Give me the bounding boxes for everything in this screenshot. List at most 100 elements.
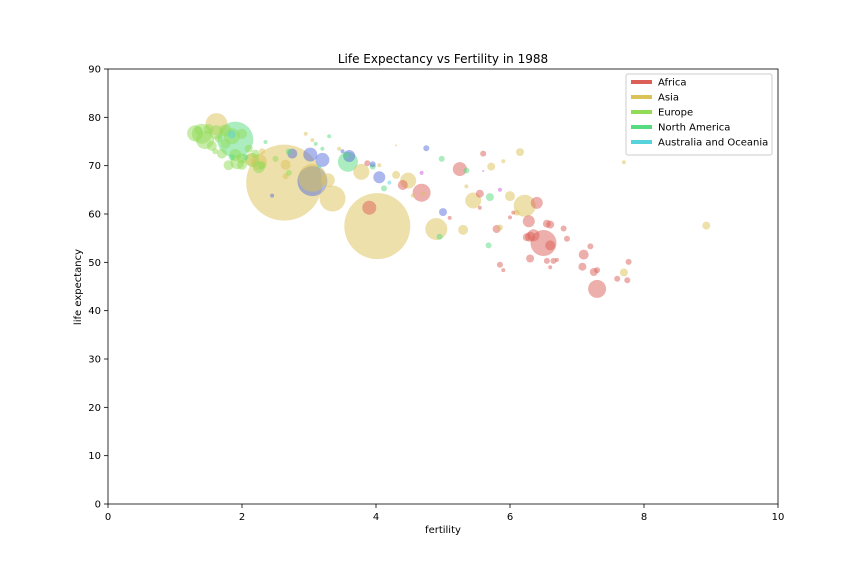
legend-label: North America xyxy=(658,123,730,134)
x-axis-label: fertility xyxy=(425,525,461,536)
scatter-point xyxy=(315,152,330,167)
scatter-point xyxy=(420,191,425,196)
scatter-point xyxy=(438,155,445,162)
scatter-point xyxy=(228,154,235,161)
scatter-point xyxy=(546,220,555,229)
scatter-point xyxy=(545,240,556,251)
scatter-point xyxy=(320,173,335,188)
x-axis: 0 2 4 6 8 10 xyxy=(105,504,785,523)
scatter-point xyxy=(436,233,443,240)
scatter-point xyxy=(475,189,484,198)
scatter-point xyxy=(464,184,469,189)
scatter-point xyxy=(463,167,470,174)
scatter-point xyxy=(624,277,631,284)
x-tick-label: 0 xyxy=(105,512,111,523)
y-tick-label: 90 xyxy=(88,65,101,76)
x-tick-label: 4 xyxy=(373,512,379,523)
scatter-point xyxy=(237,128,247,139)
scatter-point xyxy=(214,134,223,143)
scatter-point xyxy=(194,126,203,135)
scatter-point xyxy=(353,163,370,180)
scatter-point xyxy=(220,138,231,149)
scatter-point xyxy=(522,215,535,228)
chart-title: Life Expectancy vs Fertility in 1988 xyxy=(338,52,548,66)
scatter-point xyxy=(392,170,401,179)
scatter-point xyxy=(496,261,503,268)
scatter-point xyxy=(216,148,227,159)
scatter-point xyxy=(447,215,452,220)
scatter-point xyxy=(258,161,267,170)
scatter-point xyxy=(619,268,628,277)
scatter-point xyxy=(317,164,322,169)
scatter-point xyxy=(425,218,448,240)
scatter-point xyxy=(588,279,607,298)
scatter-point xyxy=(364,160,371,167)
x-tick-label: 2 xyxy=(239,512,245,523)
x-tick-label: 10 xyxy=(772,512,785,523)
legend-box xyxy=(625,73,773,156)
scatter-point xyxy=(485,242,492,249)
scatter-point xyxy=(272,155,279,162)
scatter-point xyxy=(496,224,503,231)
y-tick-label: 10 xyxy=(88,451,101,462)
scatter-point xyxy=(485,193,494,202)
scatter-point xyxy=(397,180,408,190)
scatter-point xyxy=(554,257,559,262)
scatter-point xyxy=(327,134,332,139)
scatter-point xyxy=(501,159,506,164)
scatter-point xyxy=(477,205,482,210)
y-tick-label: 80 xyxy=(88,113,101,124)
scatter-point xyxy=(313,141,318,146)
legend: Africa Asia Europe North America Australia a… xyxy=(625,73,773,156)
scatter-point xyxy=(377,163,382,168)
scatter-point xyxy=(387,180,392,185)
scatter-point xyxy=(344,193,411,260)
scatter-point xyxy=(298,163,327,192)
scatter-point xyxy=(578,249,589,260)
scatter-point xyxy=(497,187,502,192)
y-axis: 0 10 20 30 40 50 60 70 80 90 xyxy=(88,65,108,511)
scatter-point xyxy=(381,185,387,192)
scatter-point xyxy=(511,210,516,215)
scatter-point xyxy=(480,150,487,157)
scatter-point xyxy=(320,146,325,151)
scatter-point xyxy=(395,144,398,147)
scatter-point xyxy=(458,224,469,235)
scatter-point xyxy=(419,170,424,175)
scatter-point xyxy=(362,200,377,215)
scatter-point xyxy=(452,162,467,177)
scatter-point xyxy=(526,254,535,263)
scatter-point xyxy=(263,140,268,144)
scatter-point xyxy=(270,193,275,198)
scatter-point xyxy=(373,171,386,184)
plot-frame xyxy=(107,68,779,505)
scatter-point xyxy=(410,193,415,198)
scatter-point xyxy=(594,267,601,274)
y-tick-label: 60 xyxy=(88,210,101,221)
scatter-point xyxy=(303,131,308,136)
legend-label: Europe xyxy=(658,108,693,119)
scatter-point xyxy=(614,275,621,282)
scatter-point xyxy=(237,159,247,170)
scatter-point xyxy=(516,148,524,157)
y-axis-label: life expectancy xyxy=(73,249,84,325)
scatter-point xyxy=(310,138,315,143)
scatter-point xyxy=(251,149,260,158)
scatter-point xyxy=(280,159,291,170)
scatter-point xyxy=(227,130,236,139)
points-layer xyxy=(187,113,711,298)
y-tick-label: 50 xyxy=(88,258,101,269)
scatter-point xyxy=(303,147,318,162)
scatter-point xyxy=(337,146,342,151)
scatter-point xyxy=(203,123,214,134)
scatter-point xyxy=(625,258,632,265)
legend-label: Africa xyxy=(658,78,687,89)
scatter-point xyxy=(560,225,567,232)
y-tick-label: 20 xyxy=(88,403,101,414)
scatter-point xyxy=(508,215,512,220)
x-tick-label: 6 xyxy=(507,512,513,523)
scatter-point xyxy=(543,257,550,264)
scatter-point xyxy=(702,221,711,230)
scatter-point xyxy=(319,185,346,212)
scatter-point xyxy=(212,148,219,155)
